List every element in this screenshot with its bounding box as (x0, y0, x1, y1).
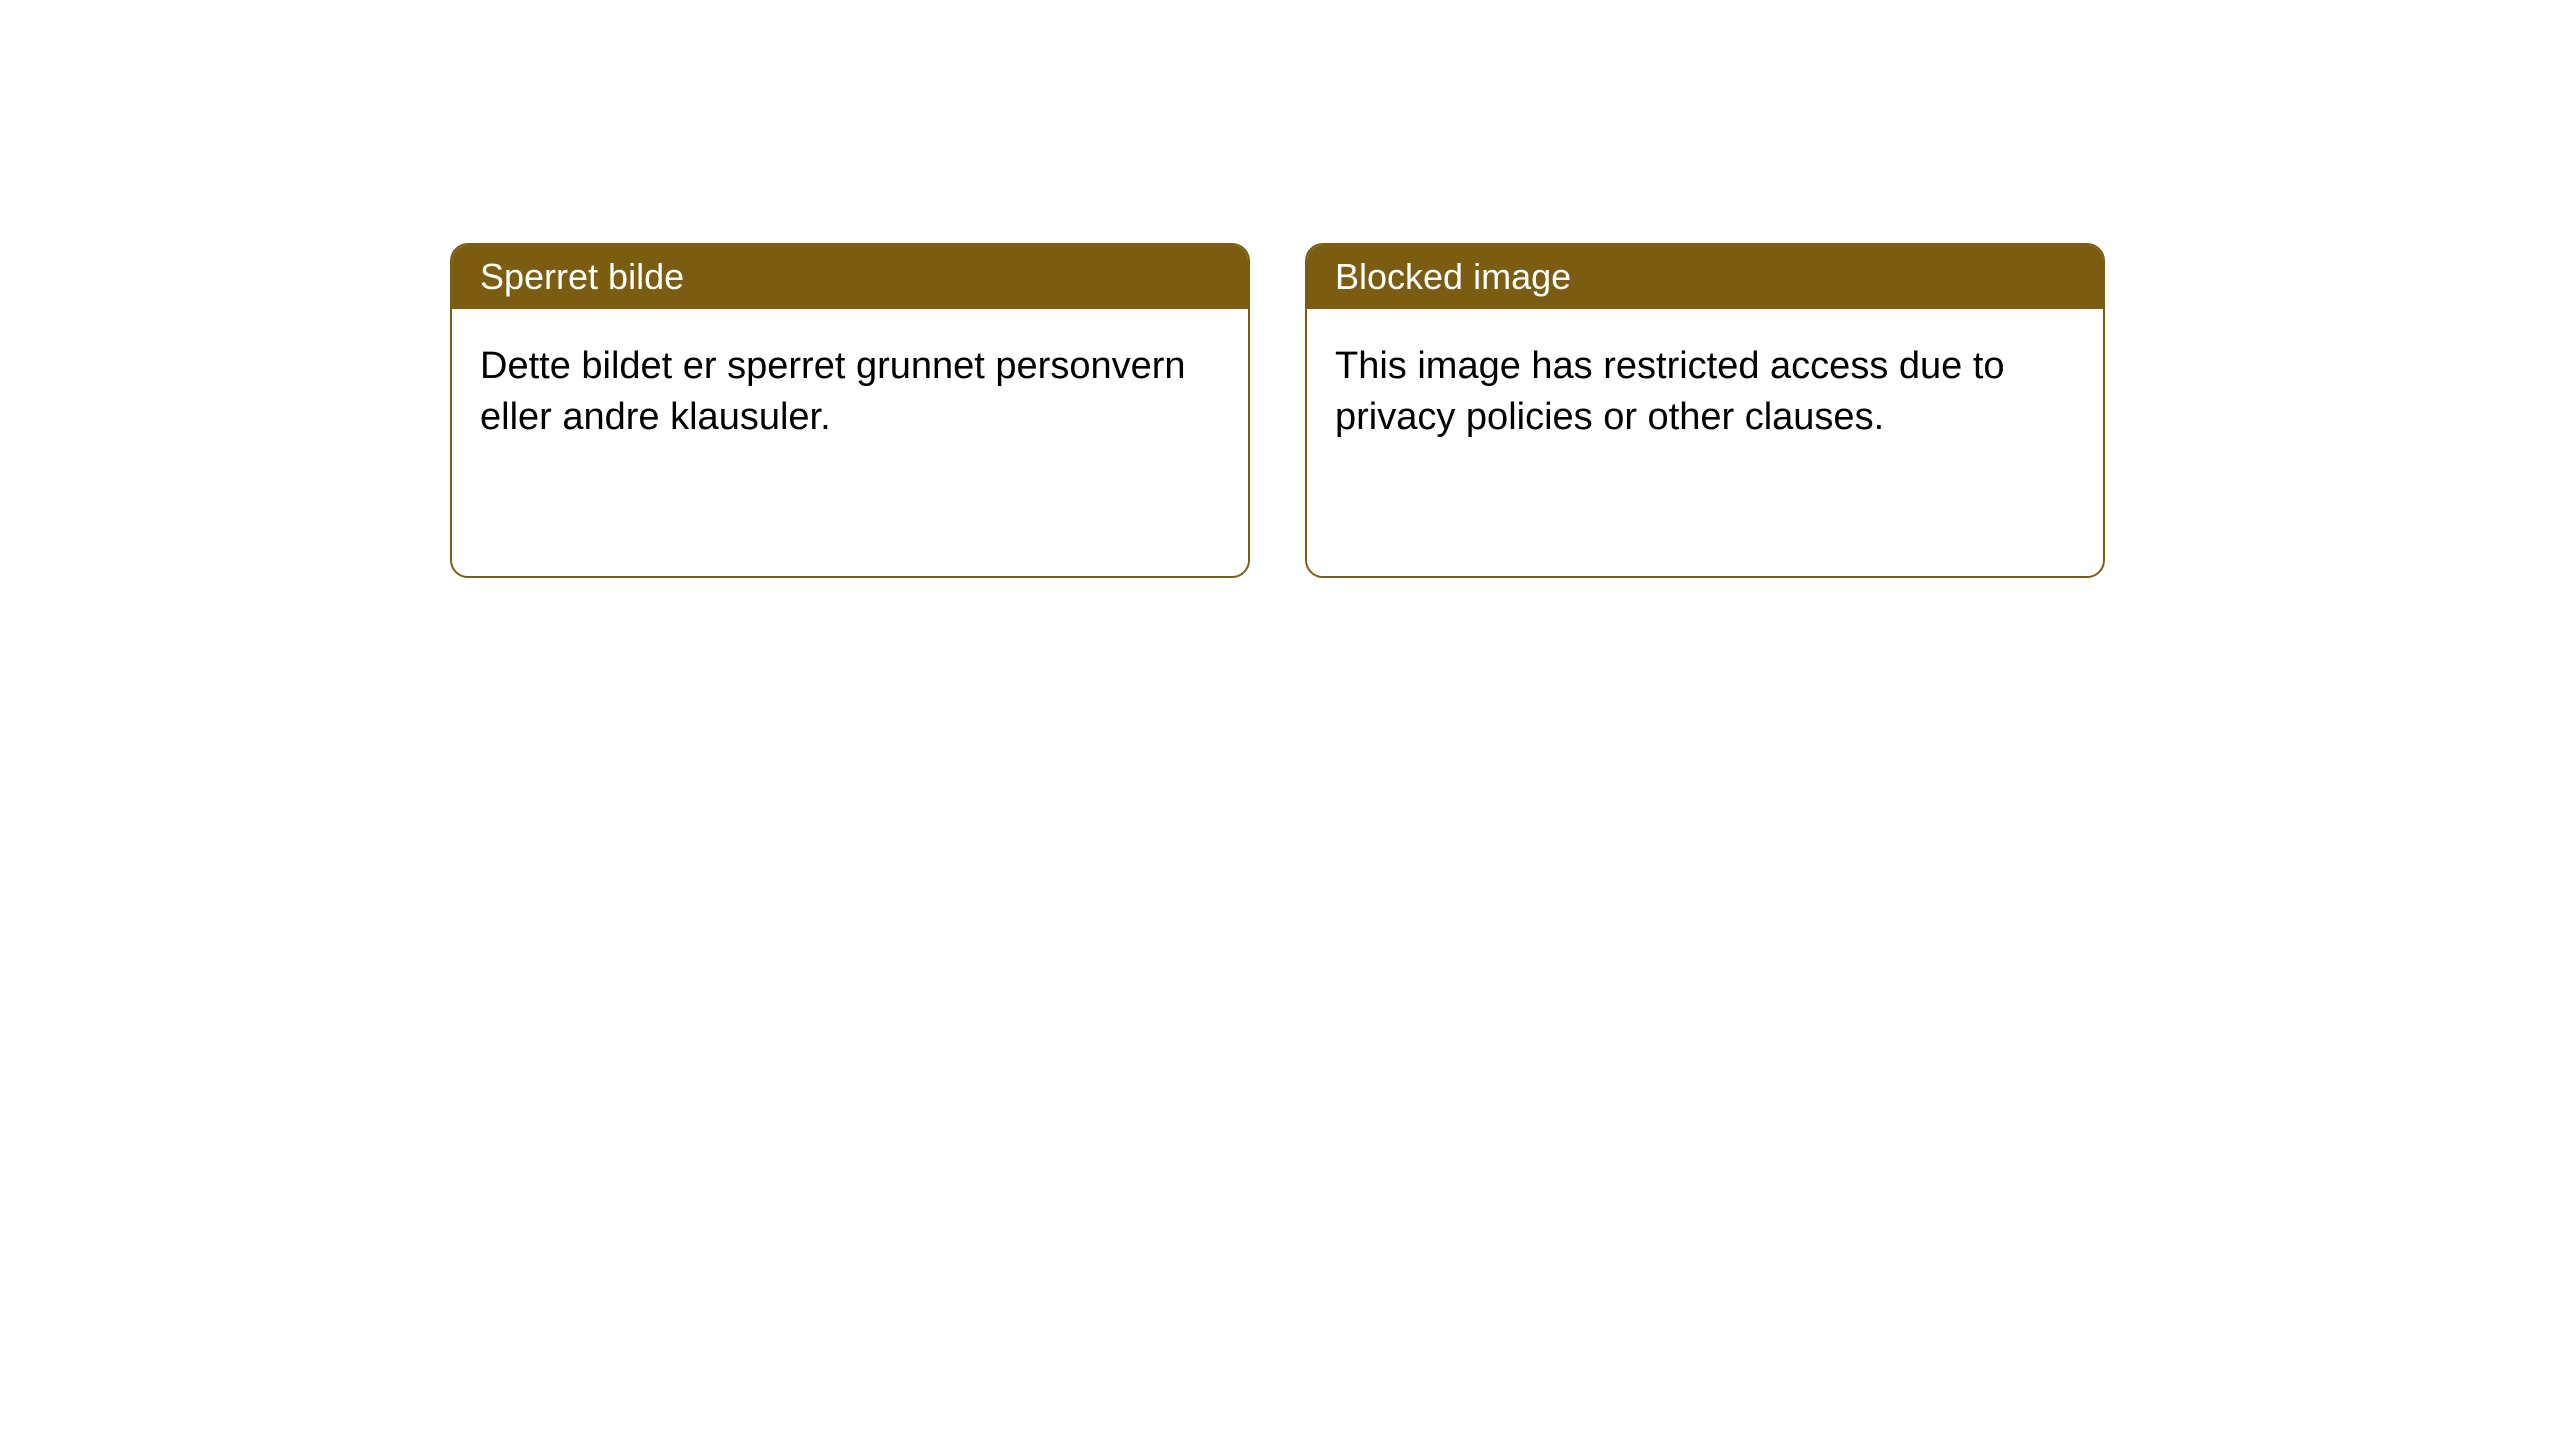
card-english: Blocked image This image has restricted … (1305, 243, 2105, 578)
cards-container: Sperret bilde Dette bildet er sperret gr… (450, 243, 2105, 578)
card-header-english: Blocked image (1307, 245, 2103, 309)
card-title-norwegian: Sperret bilde (480, 256, 684, 297)
card-title-english: Blocked image (1335, 256, 1571, 297)
card-text-english: This image has restricted access due to … (1335, 345, 2005, 438)
card-text-norwegian: Dette bildet er sperret grunnet personve… (480, 345, 1186, 438)
card-body-english: This image has restricted access due to … (1307, 309, 2103, 576)
card-header-norwegian: Sperret bilde (452, 245, 1248, 309)
card-body-norwegian: Dette bildet er sperret grunnet personve… (452, 309, 1248, 576)
card-norwegian: Sperret bilde Dette bildet er sperret gr… (450, 243, 1250, 578)
